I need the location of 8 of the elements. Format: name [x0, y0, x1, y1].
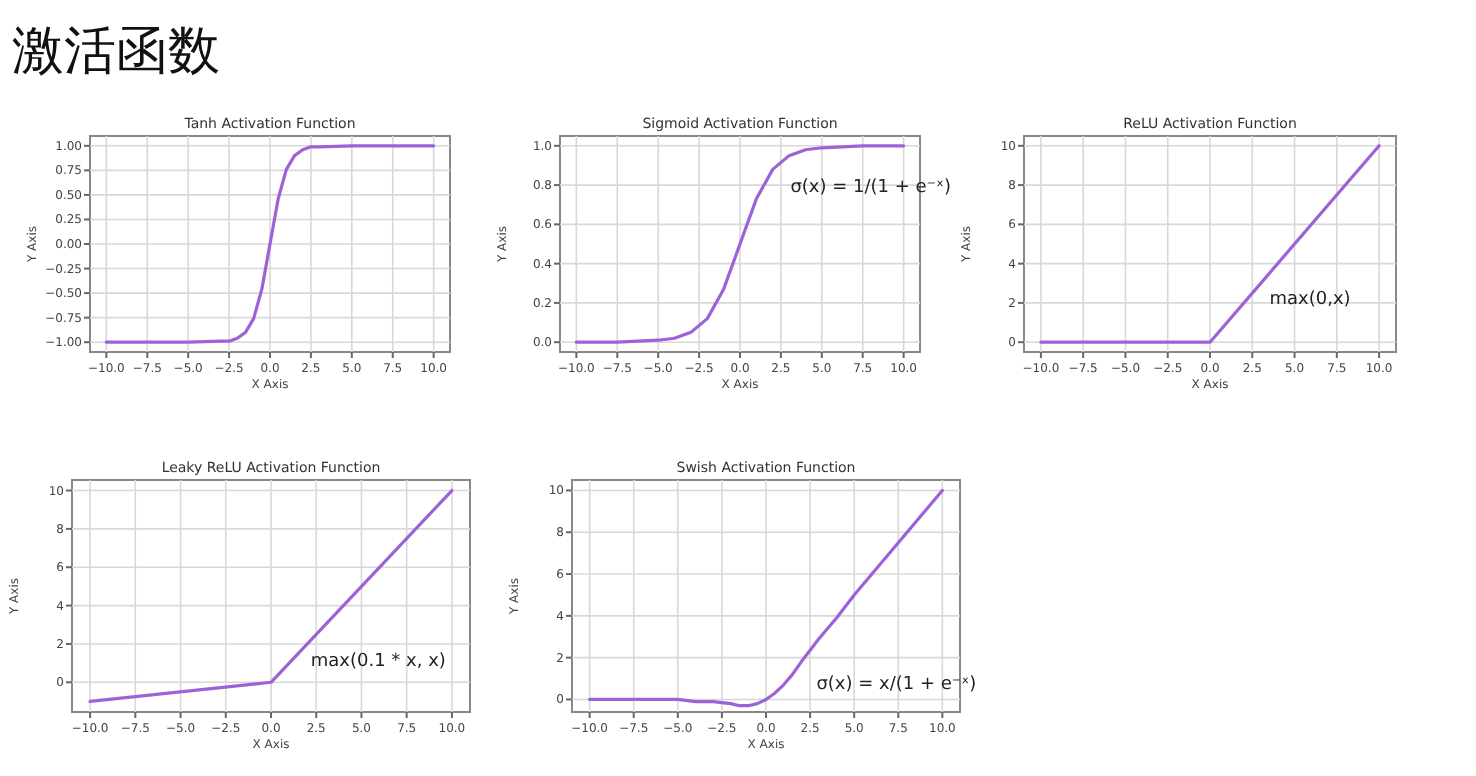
annotation: σ(x) = x/(1 + e⁻ˣ)	[816, 674, 977, 695]
line-series	[104, 144, 436, 344]
annotation: max(0.1 * x, x)	[310, 651, 446, 672]
line-series	[574, 144, 906, 344]
annotation: max(0,x)	[1269, 290, 1351, 311]
annotation: σ(x) = 1/(1 + e⁻ˣ)	[790, 178, 952, 199]
text: 激活函数	[12, 22, 220, 80]
line-series	[588, 488, 944, 708]
